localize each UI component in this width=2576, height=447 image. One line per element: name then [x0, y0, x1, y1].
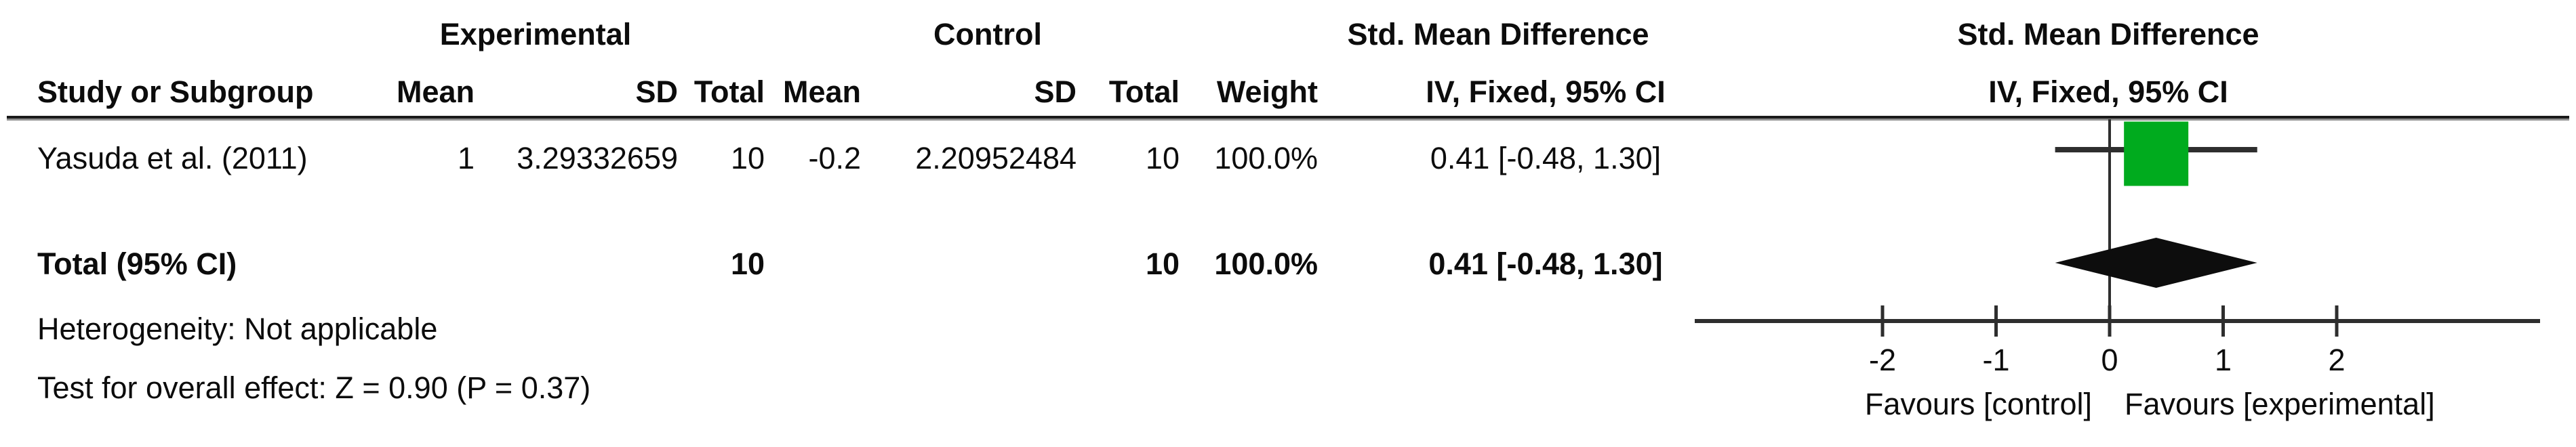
- study-total-exp: 10: [730, 141, 765, 175]
- column-header-total-ctl: Total: [1108, 74, 1180, 109]
- group-header-experimental: Experimental: [439, 17, 632, 51]
- total-total-exp: 10: [730, 247, 765, 281]
- column-header-weight: Weight: [1216, 74, 1318, 109]
- heterogeneity-note: Heterogeneity: Not applicable: [37, 312, 438, 346]
- study-weight: 100.0%: [1214, 141, 1318, 175]
- column-group-smd-text: Std. Mean Difference: [1347, 17, 1649, 51]
- header-divider-shadow: [7, 119, 2569, 121]
- study-mean-ctl: -0.2: [808, 141, 861, 175]
- study-sd-ctl: 2.20952484: [915, 141, 1076, 175]
- column-header-sd-exp: SD: [635, 74, 678, 109]
- total-ci-value: 0.41 [-0.48, 1.30]: [1428, 247, 1663, 281]
- total-label: Total (95% CI): [37, 247, 237, 281]
- column-header-ci-plot: IV, Fixed, 95% CI: [1988, 74, 2228, 109]
- column-header-total-exp: Total: [693, 74, 765, 109]
- overall-effect-note: Test for overall effect: Z = 0.90 (P = 0…: [37, 370, 591, 405]
- tick-label: 2: [2328, 343, 2345, 377]
- group-header-control: Control: [933, 17, 1042, 51]
- favours-left-label: Favours [control]: [1865, 387, 2092, 421]
- study-ci-value: 0.41 [-0.48, 1.30]: [1430, 141, 1662, 175]
- tick-label: -2: [1869, 343, 1896, 377]
- column-header-study: Study or Subgroup: [37, 74, 314, 109]
- tick-label: 1: [2215, 343, 2232, 377]
- column-header-ci-text: IV, Fixed, 95% CI: [1426, 74, 1666, 109]
- tick-label: 0: [2101, 343, 2118, 377]
- total-total-ctl: 10: [1145, 247, 1180, 281]
- study-sd-exp: 3.29332659: [517, 141, 678, 175]
- header-divider: [7, 116, 2569, 119]
- pooled-diamond: [2055, 238, 2257, 288]
- column-group-smd-plot: Std. Mean Difference: [1957, 17, 2259, 51]
- study-mean-exp: 1: [457, 141, 475, 175]
- total-weight: 100.0%: [1214, 247, 1318, 281]
- column-header-sd-ctl: SD: [1034, 74, 1076, 109]
- study-label: Yasuda et al. (2011): [37, 141, 308, 175]
- favours-right-label: Favours [experimental]: [2125, 387, 2435, 421]
- study-total-ctl: 10: [1145, 141, 1180, 175]
- column-header-mean-exp: Mean: [396, 74, 475, 109]
- study-weight-square: [2124, 121, 2189, 186]
- tick-label: -1: [1982, 343, 2009, 377]
- column-header-mean-ctl: Mean: [782, 74, 861, 109]
